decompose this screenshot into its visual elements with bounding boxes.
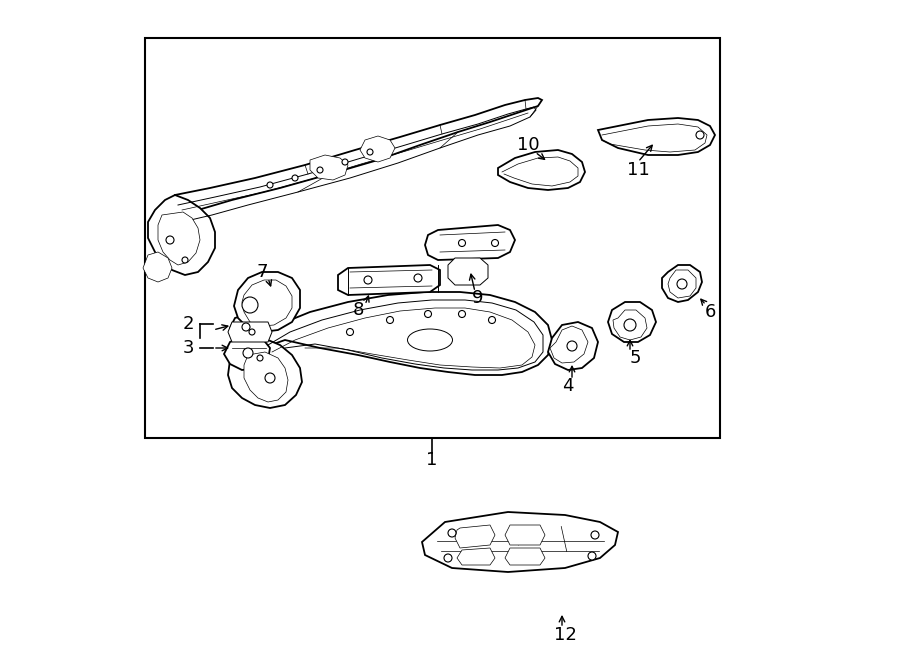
Circle shape (425, 311, 431, 317)
Circle shape (292, 175, 298, 181)
Circle shape (386, 317, 393, 323)
Circle shape (588, 552, 596, 560)
Circle shape (367, 149, 373, 155)
Text: 6: 6 (705, 303, 716, 321)
Circle shape (166, 236, 174, 244)
Polygon shape (448, 258, 488, 285)
Polygon shape (244, 352, 288, 402)
Text: 10: 10 (517, 136, 539, 154)
Circle shape (242, 297, 258, 313)
Circle shape (458, 311, 465, 317)
Polygon shape (608, 302, 656, 342)
Text: 4: 4 (562, 377, 574, 395)
Polygon shape (338, 265, 440, 295)
Polygon shape (230, 314, 262, 342)
Polygon shape (143, 252, 172, 282)
Circle shape (317, 167, 323, 173)
Polygon shape (228, 322, 272, 342)
Circle shape (624, 319, 636, 331)
Polygon shape (498, 150, 585, 190)
Circle shape (249, 329, 255, 335)
Circle shape (696, 131, 704, 139)
Polygon shape (550, 326, 588, 363)
Circle shape (267, 182, 273, 188)
Circle shape (342, 159, 348, 165)
Circle shape (257, 355, 263, 361)
Polygon shape (598, 118, 715, 155)
Text: 12: 12 (554, 626, 576, 644)
Text: 9: 9 (472, 289, 484, 307)
Polygon shape (242, 280, 292, 326)
Polygon shape (455, 525, 495, 548)
Polygon shape (148, 195, 215, 275)
Polygon shape (505, 525, 545, 545)
Polygon shape (457, 548, 495, 565)
Text: 7: 7 (256, 263, 268, 281)
Ellipse shape (408, 329, 453, 351)
Text: 8: 8 (352, 301, 364, 319)
Polygon shape (224, 335, 270, 370)
Circle shape (591, 531, 599, 539)
Circle shape (677, 279, 687, 289)
Polygon shape (175, 98, 542, 215)
Polygon shape (668, 270, 696, 298)
Polygon shape (158, 212, 200, 265)
Polygon shape (258, 292, 552, 375)
Circle shape (458, 239, 465, 247)
Polygon shape (360, 136, 395, 162)
Circle shape (364, 276, 372, 284)
Polygon shape (310, 155, 348, 180)
Polygon shape (662, 265, 702, 302)
Circle shape (444, 554, 452, 562)
Text: 11: 11 (626, 161, 650, 179)
Circle shape (414, 274, 422, 282)
Circle shape (448, 529, 456, 537)
Circle shape (489, 317, 496, 323)
Polygon shape (425, 225, 515, 260)
Circle shape (491, 239, 499, 247)
Polygon shape (228, 338, 302, 408)
Circle shape (243, 348, 253, 358)
Polygon shape (613, 310, 647, 340)
Polygon shape (505, 548, 545, 565)
Circle shape (242, 323, 250, 331)
Circle shape (182, 257, 188, 263)
Text: 3: 3 (182, 339, 194, 357)
Text: 2: 2 (182, 315, 194, 333)
Text: 5: 5 (629, 349, 641, 367)
Circle shape (567, 341, 577, 351)
Polygon shape (234, 272, 300, 332)
Polygon shape (422, 512, 618, 572)
Circle shape (265, 373, 275, 383)
Text: 1: 1 (427, 451, 437, 469)
Circle shape (346, 329, 354, 336)
Bar (145, 38, 720, 438)
Polygon shape (548, 322, 598, 370)
